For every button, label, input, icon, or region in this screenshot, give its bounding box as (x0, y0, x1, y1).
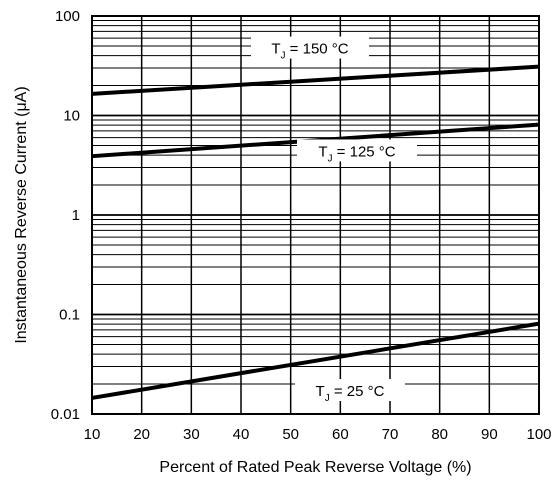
x-tick-label: 40 (233, 426, 250, 443)
series-annotation: TJ = 150 °C (271, 41, 348, 62)
x-tick-label: 30 (183, 426, 200, 443)
y-tick-label: 10 (63, 108, 80, 125)
x-tick-label: 80 (431, 426, 448, 443)
x-tick-labels: 10 20 30 40 50 60 70 80 90 100 (84, 426, 552, 443)
series-line (91, 64, 540, 96)
x-tick-label: 70 (382, 426, 399, 443)
x-tick-label: 10 (84, 426, 101, 443)
annotation-background (297, 139, 417, 162)
x-tick-label: 50 (282, 426, 299, 443)
series-annotation: TJ = 125 °C (318, 143, 395, 164)
series-annotations: TJ = 150 °C TJ = 125 °C TJ = 25 °C (251, 36, 417, 404)
x-tick-label: 20 (133, 426, 150, 443)
y-tick-label: 100 (55, 8, 80, 25)
y-tick-label: 0.01 (51, 406, 80, 423)
x-tick-label: 90 (481, 426, 498, 443)
plot-frame (91, 15, 540, 415)
y-tick-label: 1 (72, 207, 80, 224)
annotation-background (295, 379, 405, 402)
x-axis-label: Percent of Rated Peak Reverse Voltage (%… (159, 459, 471, 476)
series-lines (91, 64, 540, 400)
x-tick-label: 60 (332, 426, 349, 443)
y-axis-label: Instantaneous Reverse Current (μA) (13, 86, 30, 343)
x-tick-label: 100 (526, 426, 551, 443)
grid (91, 15, 540, 415)
y-tick-label: 0.1 (59, 307, 80, 324)
y-tick-labels: 0.01 0.1 1 10 100 (51, 8, 80, 423)
series-line (91, 321, 540, 400)
annotation-background (251, 36, 369, 59)
series-annotation: TJ = 25 °C (316, 383, 385, 404)
